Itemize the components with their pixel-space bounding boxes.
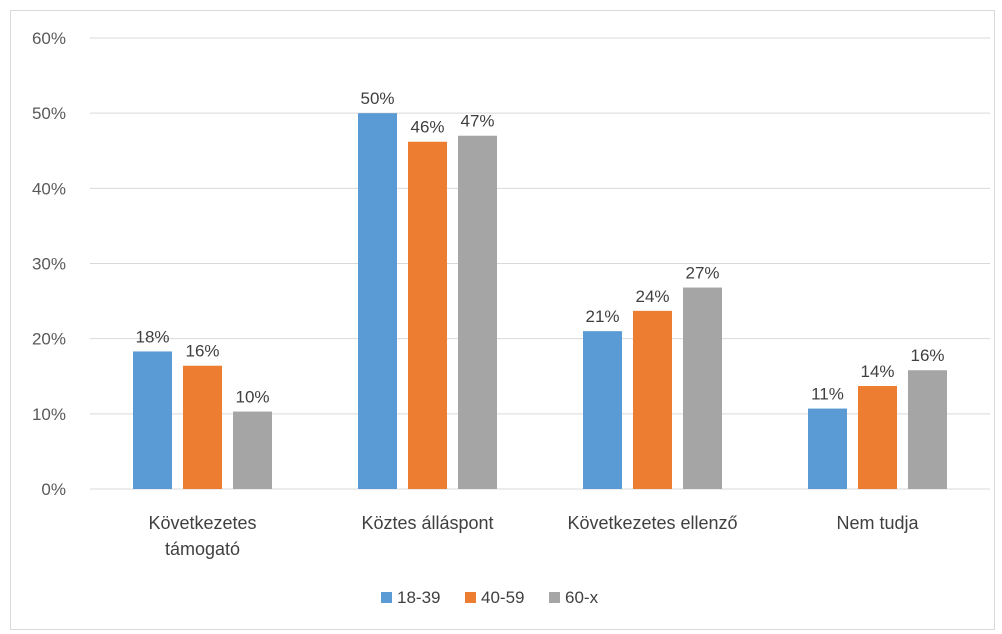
data-label: 10% (235, 388, 269, 407)
data-label: 27% (685, 264, 719, 283)
y-tick-label: 10% (32, 405, 66, 424)
legend-label: 60-x (565, 588, 599, 607)
data-label: 21% (585, 307, 619, 326)
bar-60-x (908, 370, 947, 489)
y-tick-label: 30% (32, 255, 66, 274)
legend-swatch-18-39 (381, 592, 392, 603)
data-label: 14% (860, 362, 894, 381)
data-label: 16% (910, 346, 944, 365)
bar-40-59 (858, 386, 897, 489)
bar-40-59 (408, 141, 447, 490)
data-label: 47% (460, 112, 494, 131)
category-label: Következetes (148, 513, 256, 533)
bar-60-x (233, 411, 272, 489)
bar-60-x (458, 135, 497, 489)
bar-18-39 (583, 331, 622, 489)
bar-18-39 (358, 113, 397, 490)
bar-40-59 (183, 365, 222, 489)
data-label: 46% (410, 118, 444, 137)
data-label: 18% (135, 327, 169, 346)
bar-40-59 (633, 310, 672, 489)
data-label: 16% (185, 342, 219, 361)
category-label: támogató (165, 539, 240, 559)
y-tick-label: 0% (41, 480, 66, 499)
legend-swatch-40-59 (465, 592, 476, 603)
data-label: 11% (811, 385, 844, 404)
y-tick-label: 40% (32, 179, 66, 198)
legend-label: 18-39 (397, 588, 440, 607)
bar-60-x (683, 287, 722, 489)
legend-label: 40-59 (481, 588, 524, 607)
y-tick-label: 60% (32, 29, 66, 48)
legend-swatch-60-x (549, 592, 560, 603)
y-tick-label: 50% (32, 104, 66, 123)
category-label: Következetes ellenző (567, 513, 737, 533)
data-label: 24% (635, 287, 669, 306)
y-tick-label: 20% (32, 330, 66, 349)
data-label: 50% (360, 89, 394, 108)
bar-18-39 (808, 408, 847, 489)
bar-18-39 (133, 351, 172, 489)
category-label: Köztes álláspont (361, 513, 493, 533)
category-label: Nem tudja (836, 513, 919, 533)
